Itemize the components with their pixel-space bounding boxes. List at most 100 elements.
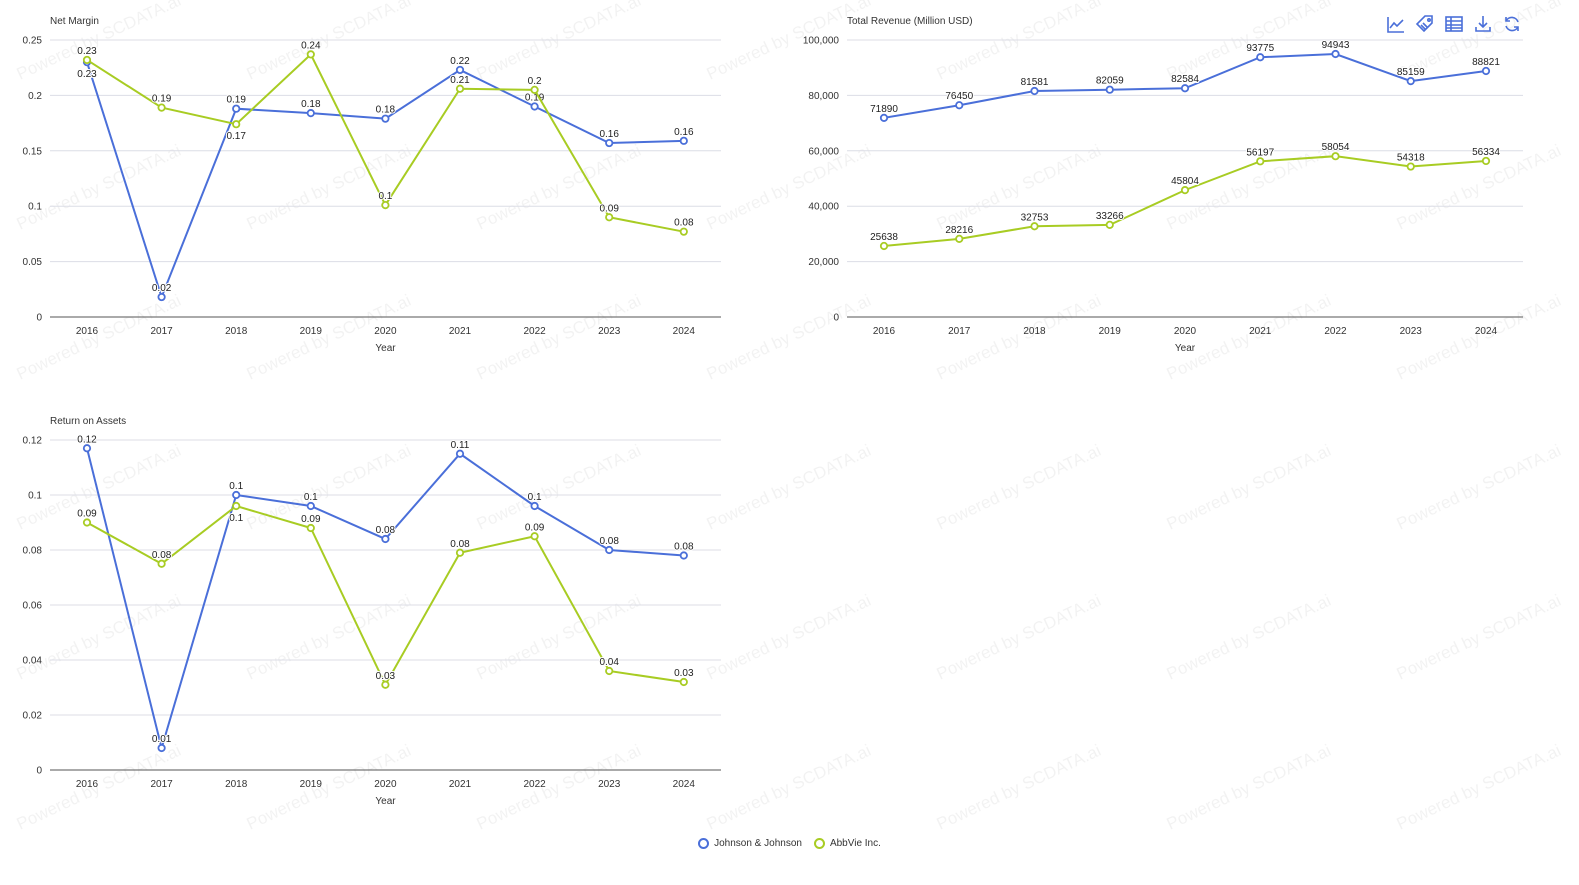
watermark-text: Powered by SCDATA.ai bbox=[934, 0, 1104, 84]
chart-toolbar bbox=[1386, 14, 1522, 34]
data-label: 0.03 bbox=[376, 671, 396, 682]
chart-title: Return on Assets bbox=[50, 416, 126, 427]
data-point bbox=[306, 50, 315, 59]
watermark-text: Powered by SCDATA.ai bbox=[704, 0, 874, 84]
watermark-layer: Powered by SCDATA.ai Powered by SCDATA.ai… bbox=[14, 0, 1564, 834]
data-point bbox=[530, 501, 539, 511]
data-point bbox=[1256, 157, 1265, 166]
data-point bbox=[679, 677, 688, 687]
x-tick-label: 2016 bbox=[76, 779, 99, 790]
x-tick-label: 2018 bbox=[225, 326, 248, 337]
data-label: 56334 bbox=[1472, 147, 1500, 158]
download-icon[interactable] bbox=[1473, 14, 1493, 34]
legend-marker bbox=[813, 838, 825, 849]
x-tick-label: 2020 bbox=[374, 779, 397, 790]
y-tick-label: 0.1 bbox=[28, 491, 42, 502]
y-tick-label: 0.1 bbox=[28, 202, 42, 213]
y-tick-label: 0.15 bbox=[23, 146, 43, 157]
data-point bbox=[955, 101, 964, 110]
tag-icon[interactable] bbox=[1415, 14, 1435, 34]
data-label: 0.1 bbox=[378, 191, 392, 202]
series-jnj: 0.12 0.01 0.1 0.1 0.08 0.11 0.1 0.08 0.08 bbox=[76, 433, 695, 753]
watermark-text: Powered by SCDATA.ai bbox=[244, 291, 414, 384]
x-tick-label: 2023 bbox=[1400, 326, 1423, 337]
data-label: 58054 bbox=[1322, 142, 1350, 153]
data-point bbox=[605, 666, 614, 676]
data-label: 0.08 bbox=[599, 536, 619, 547]
x-tick-label: 2024 bbox=[673, 326, 696, 337]
data-label: 0.16 bbox=[674, 127, 694, 138]
x-tick-label: 2020 bbox=[1174, 326, 1197, 337]
data-point bbox=[1331, 152, 1340, 161]
y-tick-label: 20,000 bbox=[808, 257, 839, 268]
x-tick-label: 2021 bbox=[449, 326, 472, 337]
x-tick-label: 2017 bbox=[150, 326, 173, 337]
data-point bbox=[232, 501, 241, 511]
data-label: 0.1 bbox=[229, 513, 243, 524]
legend-marker bbox=[698, 838, 710, 849]
x-tick-label: 2019 bbox=[300, 326, 323, 337]
y-tick-label: 0.08 bbox=[23, 546, 43, 557]
x-tick-label: 2016 bbox=[873, 326, 896, 337]
data-point bbox=[82, 518, 92, 527]
y-tick-label: 0 bbox=[36, 313, 42, 324]
y-tick-label: 40,000 bbox=[808, 202, 839, 213]
refresh-icon[interactable] bbox=[1502, 14, 1522, 34]
watermark-text: Powered by SCDATA.ai bbox=[1164, 441, 1334, 534]
data-label: 71890 bbox=[870, 104, 898, 115]
data-label: 45804 bbox=[1171, 176, 1199, 187]
chart-title: Net Margin bbox=[50, 16, 99, 27]
watermark-text: Powered by SCDATA.ai bbox=[704, 141, 874, 234]
data-point bbox=[157, 743, 166, 753]
watermark-text: Powered by SCDATA.ai bbox=[704, 591, 874, 684]
data-label: 0.19 bbox=[152, 94, 172, 105]
data-label: 25638 bbox=[870, 232, 898, 243]
watermark-text: Powered by SCDATA.ai bbox=[704, 441, 874, 534]
data-point bbox=[679, 136, 688, 145]
y-tick-label: 0 bbox=[36, 766, 42, 777]
watermark-text: Powered by SCDATA.ai bbox=[244, 441, 414, 534]
data-label: 0.2 bbox=[528, 76, 542, 87]
data-label: 82584 bbox=[1171, 74, 1199, 85]
data-label: 93775 bbox=[1246, 43, 1274, 54]
data-label: 0.17 bbox=[226, 131, 246, 142]
x-tick-label: 2019 bbox=[1099, 326, 1122, 337]
data-label: 85159 bbox=[1397, 67, 1425, 78]
data-point bbox=[455, 449, 465, 458]
data-label: 0.08 bbox=[674, 218, 694, 229]
watermark-text: Powered by SCDATA.ai bbox=[1394, 441, 1564, 534]
y-tick-label: 0 bbox=[833, 313, 839, 324]
data-point bbox=[679, 551, 688, 560]
data-point bbox=[1030, 222, 1039, 231]
y-tick-label: 0.06 bbox=[23, 601, 43, 612]
watermark-text: Powered by SCDATA.ai bbox=[1164, 741, 1334, 834]
data-label: 81581 bbox=[1021, 77, 1049, 88]
data-point bbox=[157, 559, 166, 568]
y-tick-label: 100,000 bbox=[803, 36, 840, 47]
watermark-text: Powered by SCDATA.ai bbox=[1164, 291, 1334, 384]
data-point bbox=[1406, 162, 1415, 171]
data-point bbox=[381, 200, 390, 210]
data-label: 88821 bbox=[1472, 57, 1500, 68]
data-point bbox=[1406, 77, 1415, 86]
chart-legend: Johnson & Johnson AbbVie Inc. bbox=[0, 838, 1579, 849]
data-point bbox=[605, 213, 614, 222]
legend-label: Johnson & Johnson bbox=[714, 838, 802, 849]
data-point bbox=[1331, 49, 1340, 59]
legend-item-jnj[interactable]: Johnson & Johnson bbox=[698, 838, 802, 849]
watermark-text: Powered by SCDATA.ai bbox=[14, 291, 184, 384]
data-label: 0.08 bbox=[152, 550, 172, 561]
table-icon[interactable] bbox=[1444, 14, 1464, 34]
data-point bbox=[1481, 66, 1491, 76]
data-label: 0.19 bbox=[226, 95, 246, 106]
y-tick-label: 80,000 bbox=[808, 91, 839, 102]
series-abbvie: 0.09 0.08 0.1 0.09 0.03 0.08 0.09 0.04 0.03 bbox=[76, 501, 695, 689]
watermark-text: Powered by SCDATA.ai bbox=[934, 141, 1104, 234]
legend-item-abbvie[interactable]: AbbVie Inc. bbox=[813, 838, 881, 849]
line-chart-icon[interactable] bbox=[1386, 14, 1406, 34]
data-point bbox=[679, 227, 688, 236]
watermark-text: Powered by SCDATA.ai bbox=[1164, 0, 1334, 84]
y-tick-label: 0.25 bbox=[23, 36, 43, 47]
data-label: 0.08 bbox=[674, 542, 694, 553]
